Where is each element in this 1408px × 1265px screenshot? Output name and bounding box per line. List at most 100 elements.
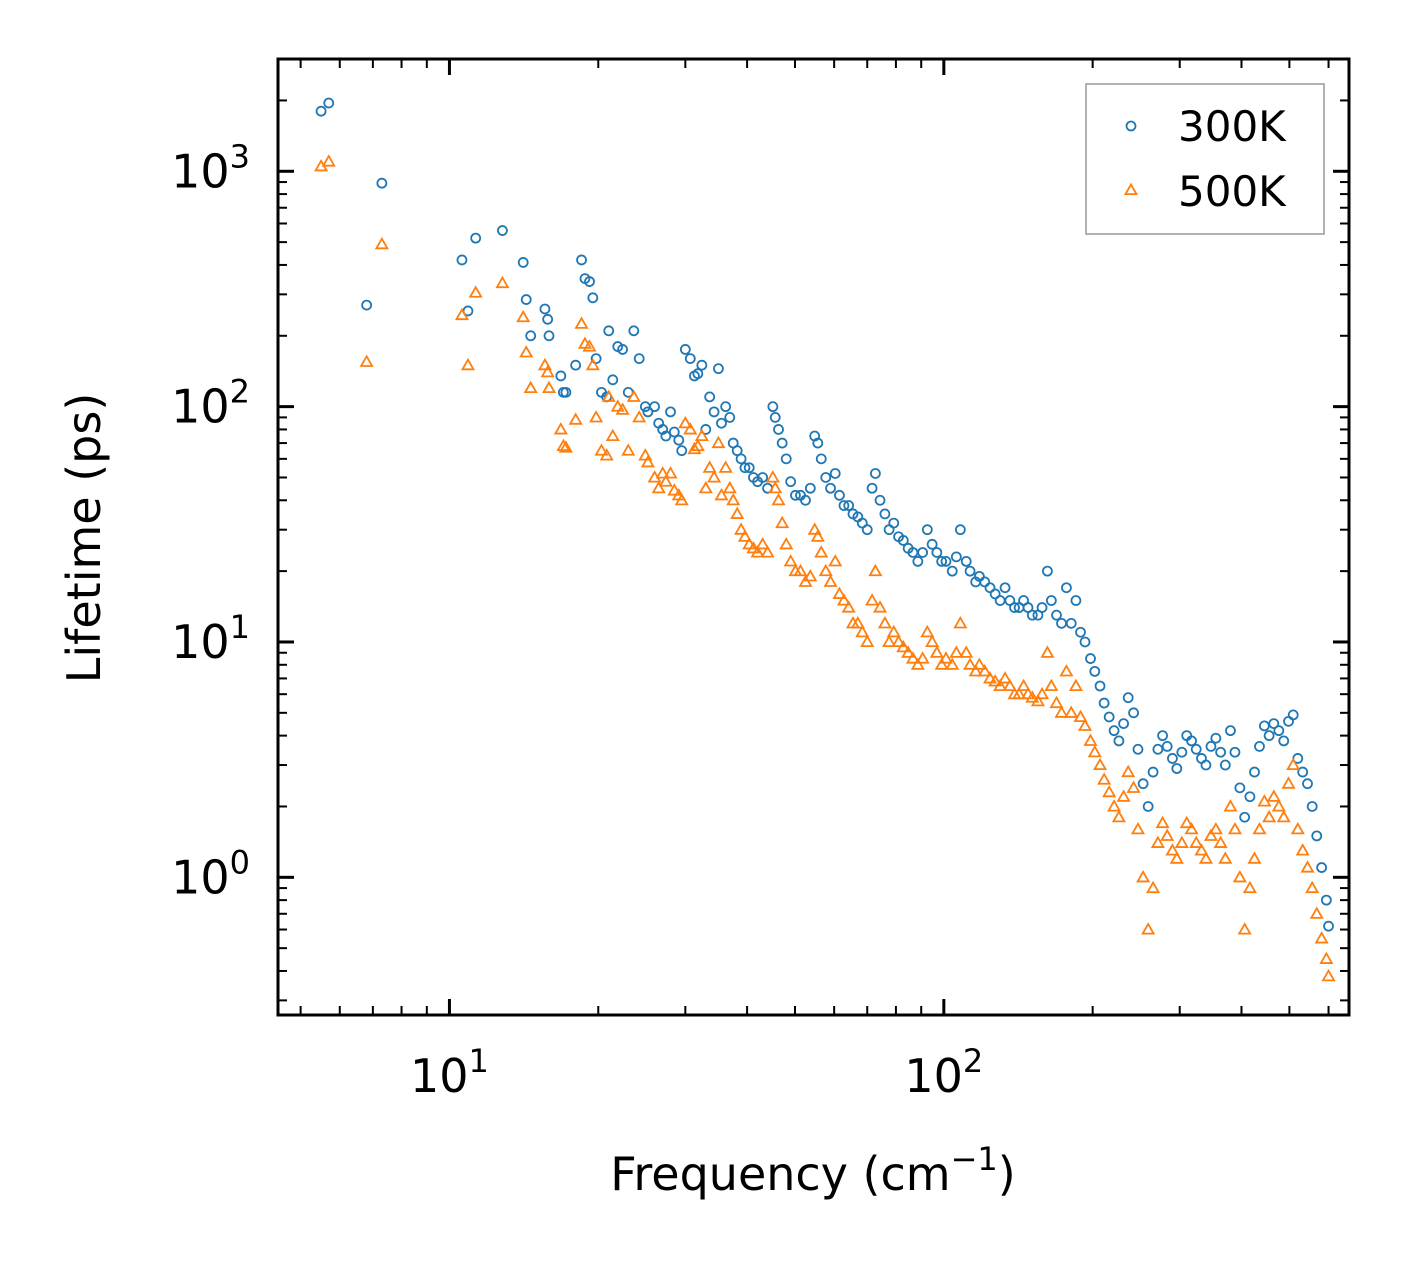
data-point-300K bbox=[1094, 680, 1106, 692]
legend-marker-500k bbox=[1123, 182, 1139, 196]
data-point-500K bbox=[683, 422, 698, 435]
data-point-300K bbox=[1320, 894, 1332, 906]
data-point-500K bbox=[828, 554, 843, 567]
data-point-500K bbox=[1300, 860, 1315, 873]
data-point-300K bbox=[1323, 920, 1334, 932]
data-point-500K bbox=[765, 470, 780, 483]
plot-frame bbox=[276, 57, 1351, 1017]
data-point-500K bbox=[1150, 835, 1165, 848]
data-point-300K bbox=[1176, 746, 1188, 758]
data-point-300K bbox=[979, 576, 991, 588]
data-point-300K bbox=[1287, 709, 1299, 721]
data-point-500K bbox=[537, 357, 552, 371]
data-point-500K bbox=[905, 651, 920, 664]
data-point-500K bbox=[949, 645, 964, 658]
data-point-500K bbox=[1121, 764, 1136, 778]
data-point-300K bbox=[888, 517, 900, 529]
data-point-500K bbox=[454, 307, 470, 321]
data-point-500K bbox=[558, 440, 573, 453]
data-point-300K bbox=[660, 430, 672, 442]
data-point-500K bbox=[1059, 664, 1074, 677]
data-point-500K bbox=[1092, 757, 1108, 771]
data-point-300K bbox=[628, 325, 640, 337]
data-point-300K bbox=[633, 353, 645, 364]
data-point-500K bbox=[594, 443, 609, 456]
data-point-500K bbox=[1290, 821, 1305, 835]
data-point-500K bbox=[714, 487, 729, 501]
data-point-500K bbox=[1073, 709, 1088, 723]
data-point-300K bbox=[1108, 725, 1120, 737]
data-point-300K bbox=[838, 500, 850, 511]
data-point-300K bbox=[1147, 766, 1159, 778]
data-point-500K bbox=[1136, 870, 1151, 883]
data-point-500K bbox=[687, 441, 702, 455]
data-point-500K bbox=[1237, 922, 1252, 935]
data-point-500K bbox=[1198, 851, 1214, 864]
data-point-500K bbox=[982, 671, 998, 684]
data-point-300K bbox=[1225, 725, 1236, 737]
data-point-500K bbox=[810, 529, 825, 542]
data-point-500K bbox=[541, 380, 557, 394]
data-point-500K bbox=[722, 480, 737, 494]
data-point-500K bbox=[605, 428, 620, 442]
data-point-300K bbox=[576, 254, 587, 266]
data-point-500K bbox=[963, 657, 978, 670]
data-point-300K bbox=[743, 462, 755, 474]
data-point-500K bbox=[640, 454, 655, 468]
data-point-500K bbox=[920, 624, 935, 638]
data-point-500K bbox=[1044, 678, 1059, 692]
data-point-500K bbox=[374, 236, 389, 250]
data-point-500K bbox=[877, 616, 892, 629]
data-point-500K bbox=[540, 364, 555, 378]
legend-frame bbox=[1085, 83, 1325, 235]
data-point-500K bbox=[755, 536, 770, 550]
data-point-300K bbox=[780, 453, 792, 465]
data-point-300K bbox=[800, 494, 811, 506]
data-point-500K bbox=[1179, 815, 1194, 829]
data-point-300K bbox=[1297, 766, 1309, 778]
data-point-300K bbox=[921, 524, 933, 536]
data-point-500K bbox=[1252, 821, 1267, 835]
data-point-500K bbox=[730, 506, 745, 519]
data-point-500K bbox=[1130, 821, 1146, 835]
data-point-300K bbox=[470, 232, 482, 244]
data-point-300K bbox=[1152, 743, 1164, 755]
data-point-300K bbox=[931, 547, 943, 558]
data-point-300K bbox=[1009, 602, 1020, 613]
data-point-500K bbox=[915, 651, 930, 664]
data-point-300K bbox=[676, 445, 688, 457]
data-point-300K bbox=[1137, 778, 1149, 790]
data-point-500K bbox=[1262, 809, 1277, 823]
data-point-500K bbox=[865, 593, 880, 606]
data-point-500K bbox=[814, 545, 829, 558]
data-point-500K bbox=[775, 515, 790, 529]
data-point-300K bbox=[1311, 830, 1323, 842]
data-point-500K bbox=[968, 664, 983, 677]
y-tick-label: 103 bbox=[171, 137, 250, 198]
data-point-500K bbox=[855, 624, 870, 638]
data-point-300K bbox=[984, 582, 996, 594]
legend-label-300k: 300K bbox=[1178, 102, 1287, 151]
data-point-500K bbox=[1087, 744, 1102, 758]
data-point-500K bbox=[553, 422, 568, 435]
data-point-300K bbox=[700, 424, 712, 435]
data-point-300K bbox=[684, 353, 696, 364]
data-point-500K bbox=[1040, 645, 1055, 658]
data-point-300K bbox=[769, 411, 781, 423]
data-point-300K bbox=[525, 330, 537, 342]
data-point-300K bbox=[954, 524, 966, 536]
data-point-300K bbox=[897, 535, 909, 546]
legend-marker-300k bbox=[1125, 120, 1137, 132]
data-point-300K bbox=[673, 434, 685, 446]
data-point-500K bbox=[860, 634, 875, 647]
data-point-500K bbox=[707, 470, 722, 483]
data-point-500K bbox=[702, 460, 717, 473]
data-point-300K bbox=[1132, 743, 1144, 755]
data-point-500K bbox=[655, 466, 670, 479]
legend-marker-icon bbox=[1125, 120, 1137, 132]
y-tick-label: 100 bbox=[171, 843, 250, 904]
data-point-300K bbox=[926, 538, 938, 550]
data-point-300K bbox=[785, 476, 797, 488]
data-point-500K bbox=[1232, 870, 1247, 883]
data-point-300K bbox=[790, 489, 801, 501]
